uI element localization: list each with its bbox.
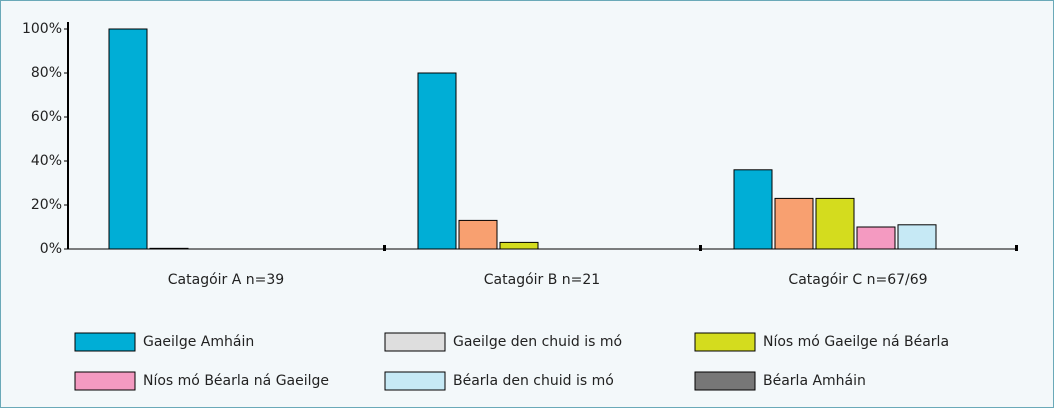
bar [499,241,539,250]
category-tick [1015,245,1018,251]
y-tick-label: 80% [31,65,62,81]
legend-label: Níos mó Béarla ná Gaeilge [143,373,329,389]
legend-swatch [384,332,446,352]
legend-swatch [74,332,136,352]
x-tick-label: Catagóir C n=67/69 [788,272,927,288]
x-tick-label: Catagóir B n=21 [484,272,600,288]
legend-swatch [694,332,756,352]
legend-swatch [694,371,756,391]
legend-swatch [384,371,446,391]
legend-swatch [74,371,136,391]
bar [417,72,457,250]
y-tick-label: 20% [31,197,62,213]
legend-label: Béarla den chuid is mó [453,373,614,389]
y-tick-label: 0% [40,241,62,257]
legend-label: Gaeilge den chuid is mó [453,334,622,350]
y-tick-label: 100% [22,21,62,37]
bar [149,247,189,250]
x-tick-label: Catagóir A n=39 [168,272,284,288]
bar [856,226,896,250]
bar [733,169,773,250]
bar [815,197,855,250]
legend-label: Béarla Amháin [763,373,866,389]
legend-label: Níos mó Gaeilge ná Béarla [763,334,949,350]
bar [897,224,937,250]
bar [108,28,148,250]
y-tick-label: 40% [31,153,62,169]
bar [458,219,498,250]
y-tick-label: 60% [31,109,62,125]
bar [774,197,814,250]
category-tick [383,245,386,251]
legend-label: Gaeilge Amháin [143,334,254,350]
category-tick [699,245,702,251]
